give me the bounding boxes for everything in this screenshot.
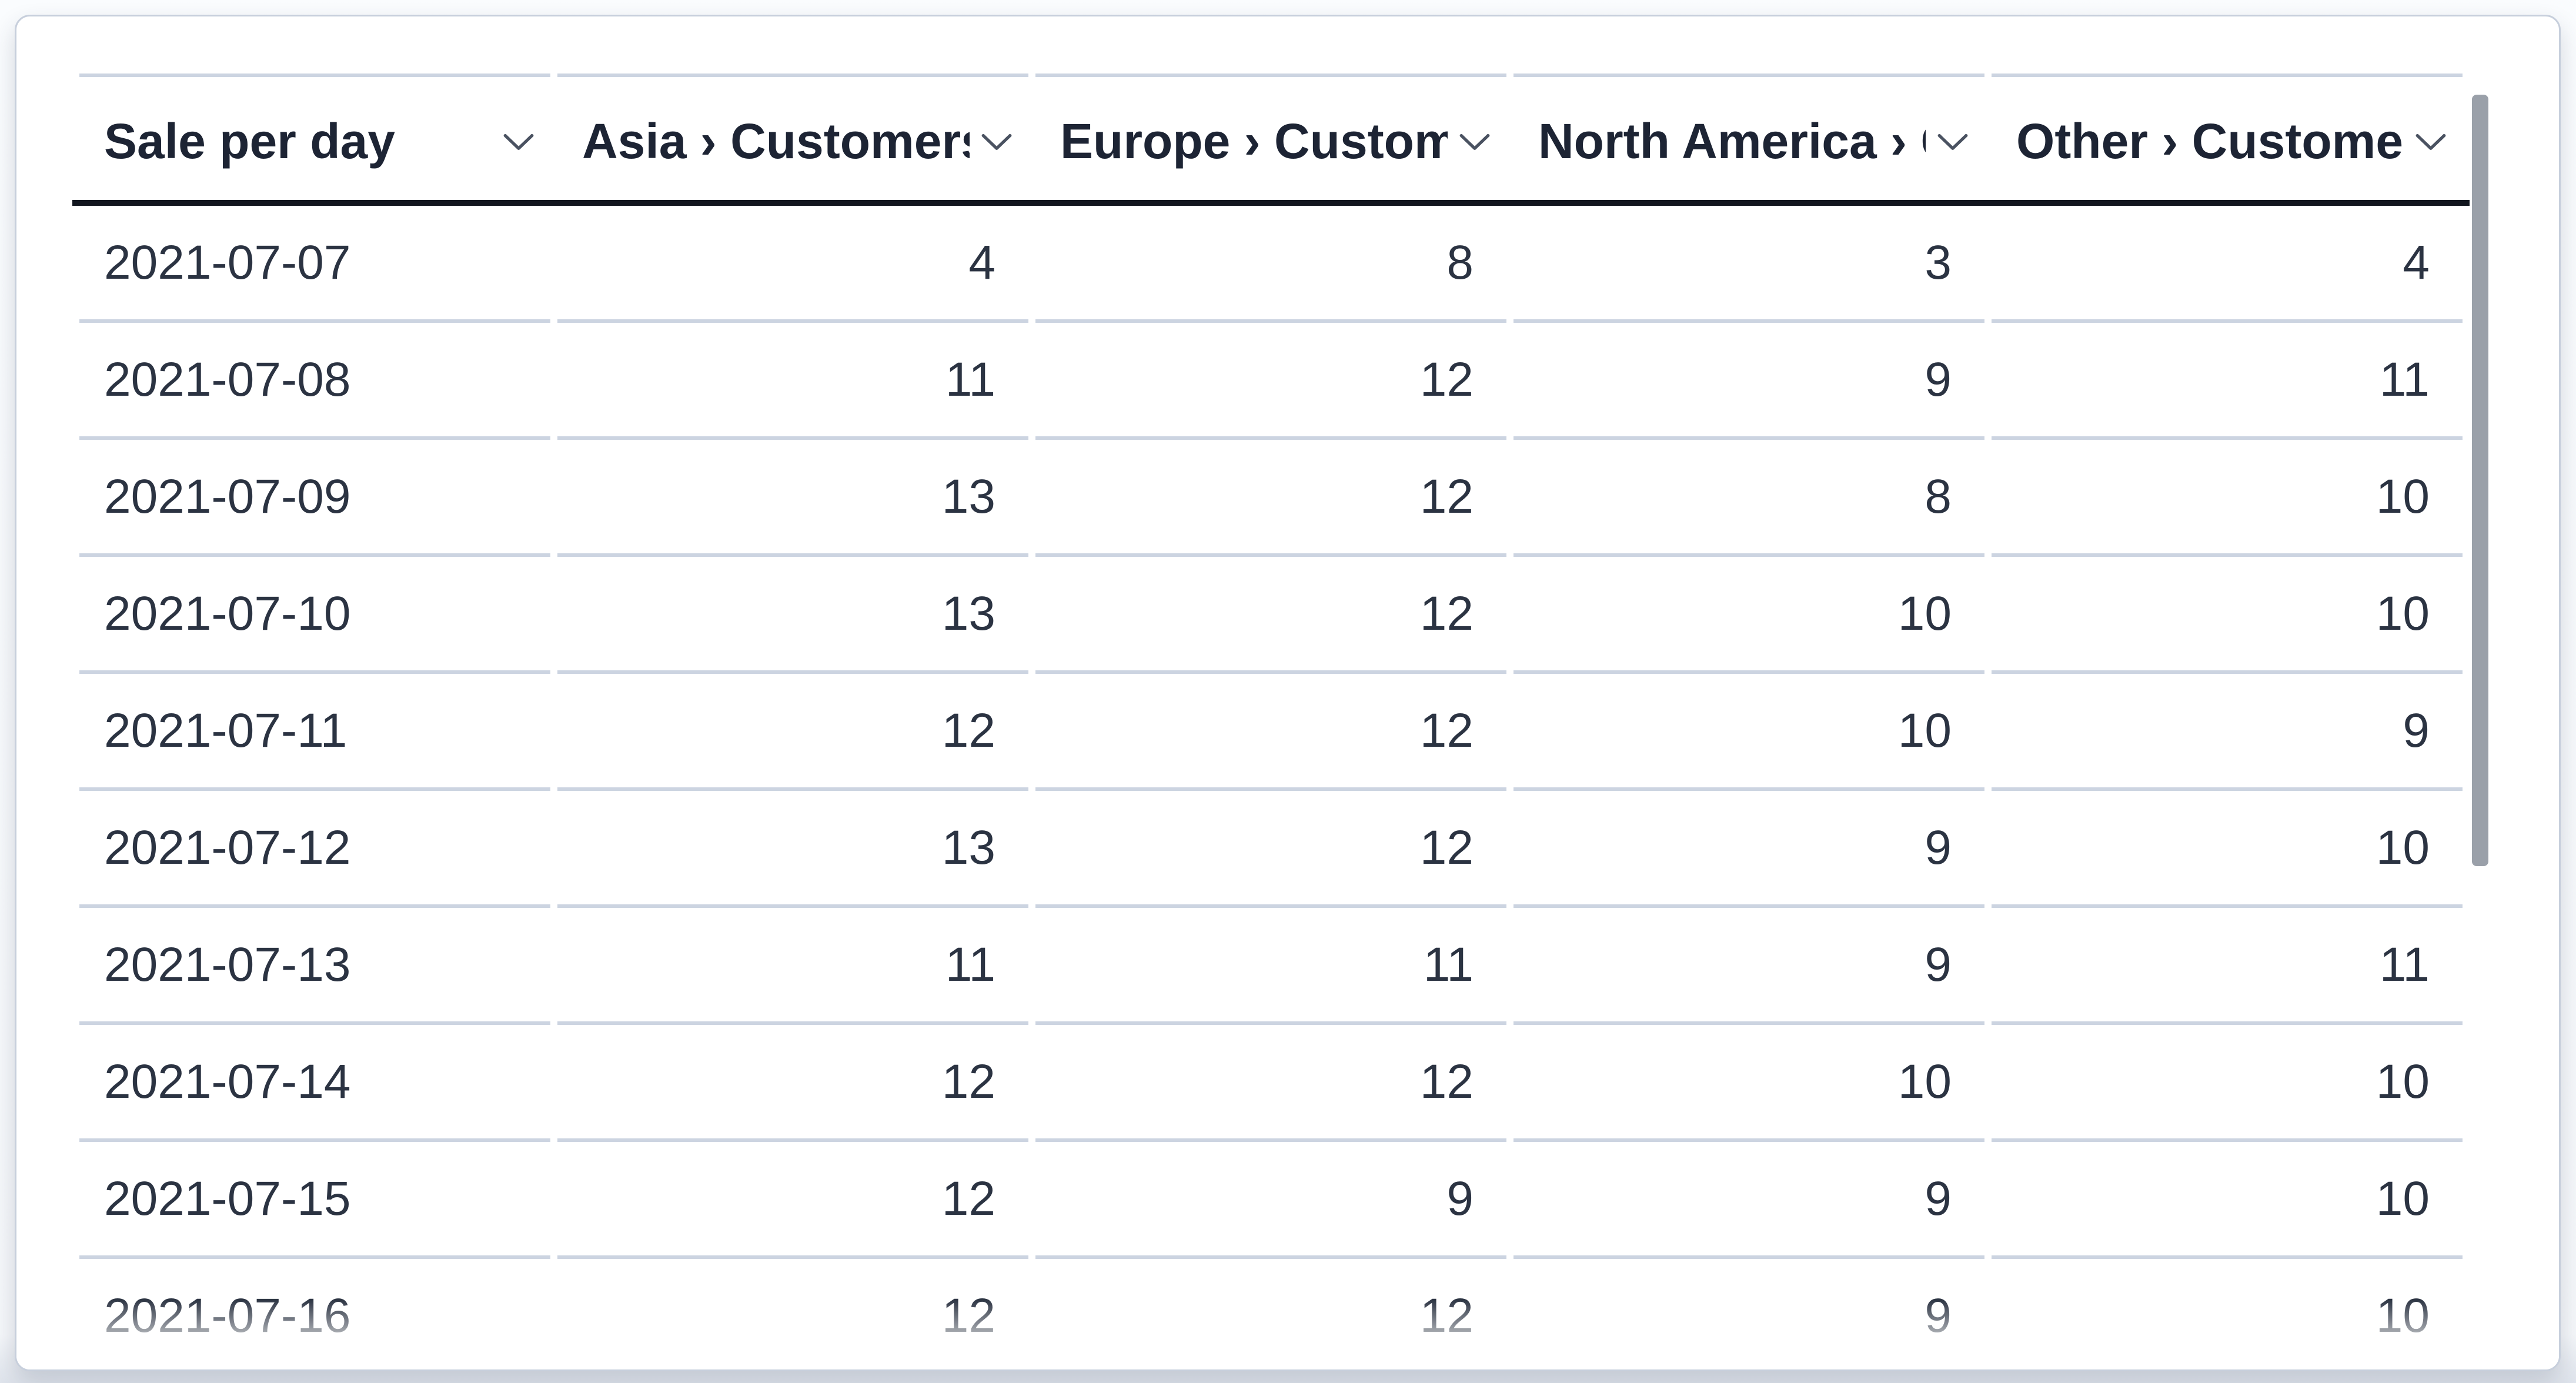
date-cell[interactable]: 2021-07-14	[79, 1025, 550, 1142]
column-label: Other › Customers	[2016, 113, 2404, 169]
value-cell[interactable]: 13	[557, 791, 1028, 908]
value-cell[interactable]: 13	[557, 440, 1028, 557]
value-cell[interactable]: 8	[1513, 440, 1984, 557]
value-cell[interactable]: 11	[1992, 323, 2463, 440]
table-row: 2021-07-07 4 8 3 4	[79, 206, 2463, 323]
column-label: Asia › Customers	[582, 113, 970, 169]
column-label: Sale per day	[104, 113, 395, 169]
value-cell[interactable]: 10	[1513, 1025, 1984, 1142]
value-cell[interactable]: 4	[1992, 206, 2463, 323]
table-body: 2021-07-07 4 8 3 4 2021-07-08 11 12 9 11 2021-07-0…	[79, 206, 2463, 1369]
table-row: 2021-07-12 13 12 9 10	[79, 791, 2463, 908]
chevron-down-icon	[2415, 133, 2446, 150]
value-cell[interactable]: 11	[557, 908, 1028, 1025]
table-row: 2021-07-16 12 12 9 10	[79, 1259, 2463, 1369]
column-header-content: Asia › Customers	[557, 113, 1028, 170]
table-row: 2021-07-13 11 11 9 11	[79, 908, 2463, 1025]
value-cell[interactable]: 12	[557, 1259, 1028, 1369]
value-cell[interactable]: 10	[1992, 791, 2463, 908]
column-header-asia-customers[interactable]: Asia › Customers	[557, 74, 1028, 206]
column-header-content: Other › Customers	[1992, 113, 2463, 170]
vertical-scrollbar-thumb[interactable]	[2472, 95, 2488, 866]
value-cell[interactable]: 10	[1992, 1025, 2463, 1142]
column-label: Europe › Customers	[1060, 113, 1448, 169]
value-cell[interactable]: 9	[1035, 1142, 1506, 1259]
value-cell[interactable]: 11	[557, 323, 1028, 440]
value-cell[interactable]: 12	[1035, 674, 1506, 791]
column-header-content: Sale per day	[79, 113, 550, 170]
value-cell[interactable]: 10	[1992, 557, 2463, 674]
value-cell[interactable]: 9	[1513, 1142, 1984, 1259]
date-cell[interactable]: 2021-07-08	[79, 323, 550, 440]
value-cell[interactable]: 12	[1035, 791, 1506, 908]
table-row: 2021-07-09 13 12 8 10	[79, 440, 2463, 557]
data-table: Sale per day Asia › Customers Europe › Cus…	[72, 74, 2470, 1369]
table-card: Sale per day Asia › Customers Europe › Cus…	[15, 15, 2561, 1371]
chevron-down-icon	[1459, 133, 1490, 150]
value-cell[interactable]: 9	[1992, 674, 2463, 791]
table-row: 2021-07-14 12 12 10 10	[79, 1025, 2463, 1142]
table-viewport: Sale per day Asia › Customers Europe › Cus…	[72, 74, 2470, 1369]
value-cell[interactable]: 10	[1513, 557, 1984, 674]
column-header-north-america-customers[interactable]: North America › Customers	[1513, 74, 1984, 206]
date-cell[interactable]: 2021-07-07	[79, 206, 550, 323]
value-cell[interactable]: 9	[1513, 908, 1984, 1025]
value-cell[interactable]: 4	[557, 206, 1028, 323]
value-cell[interactable]: 12	[1035, 323, 1506, 440]
value-cell[interactable]: 10	[1513, 674, 1984, 791]
column-header-sale-per-day[interactable]: Sale per day	[79, 74, 550, 206]
column-header-content: Europe › Customers	[1035, 113, 1506, 170]
date-cell[interactable]: 2021-07-11	[79, 674, 550, 791]
date-cell[interactable]: 2021-07-15	[79, 1142, 550, 1259]
value-cell[interactable]: 12	[1035, 440, 1506, 557]
value-cell[interactable]: 10	[1992, 440, 2463, 557]
value-cell[interactable]: 9	[1513, 1259, 1984, 1369]
value-cell[interactable]: 10	[1992, 1259, 2463, 1369]
column-header-europe-customers[interactable]: Europe › Customers	[1035, 74, 1506, 206]
table-row: 2021-07-08 11 12 9 11	[79, 323, 2463, 440]
value-cell[interactable]: 3	[1513, 206, 1984, 323]
value-cell[interactable]: 11	[1035, 908, 1506, 1025]
date-cell[interactable]: 2021-07-13	[79, 908, 550, 1025]
value-cell[interactable]: 9	[1513, 791, 1984, 908]
table-row: 2021-07-11 12 12 10 9	[79, 674, 2463, 791]
chevron-down-icon	[503, 133, 534, 150]
value-cell[interactable]: 8	[1035, 206, 1506, 323]
table-row: 2021-07-10 13 12 10 10	[79, 557, 2463, 674]
value-cell[interactable]: 13	[557, 557, 1028, 674]
chevron-down-icon	[1937, 133, 1968, 150]
value-cell[interactable]: 10	[1992, 1142, 2463, 1259]
value-cell[interactable]: 11	[1992, 908, 2463, 1025]
date-cell[interactable]: 2021-07-16	[79, 1259, 550, 1369]
column-label: North America › Customers	[1538, 113, 1926, 169]
value-cell[interactable]: 12	[1035, 1259, 1506, 1369]
chevron-down-icon	[981, 133, 1012, 150]
header-row: Sale per day Asia › Customers Europe › Cus…	[79, 74, 2463, 206]
value-cell[interactable]: 12	[1035, 1025, 1506, 1142]
value-cell[interactable]: 12	[557, 1142, 1028, 1259]
date-cell[interactable]: 2021-07-09	[79, 440, 550, 557]
header-underline	[72, 200, 2470, 206]
date-cell[interactable]: 2021-07-10	[79, 557, 550, 674]
value-cell[interactable]: 12	[557, 1025, 1028, 1142]
value-cell[interactable]: 12	[1035, 557, 1506, 674]
value-cell[interactable]: 12	[557, 674, 1028, 791]
column-header-other-customers[interactable]: Other › Customers	[1992, 74, 2463, 206]
value-cell[interactable]: 9	[1513, 323, 1984, 440]
date-cell[interactable]: 2021-07-12	[79, 791, 550, 908]
column-header-content: North America › Customers	[1513, 113, 1984, 170]
table-row: 2021-07-15 12 9 9 10	[79, 1142, 2463, 1259]
